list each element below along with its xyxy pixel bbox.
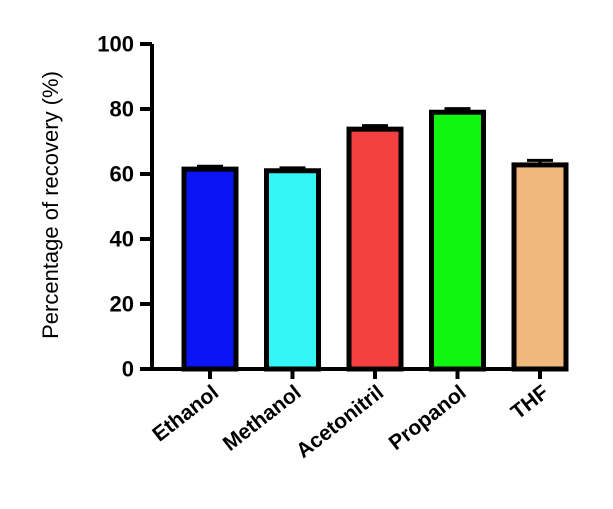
bar-thf bbox=[511, 162, 569, 372]
x-tick-label-propanol: Propanol bbox=[385, 381, 471, 455]
y-tick-label: 20 bbox=[110, 292, 134, 317]
bar-ethanol bbox=[181, 166, 239, 372]
x-tick-label-ethanol: Ethanol bbox=[148, 381, 223, 447]
bar-acetonitril bbox=[346, 126, 404, 372]
x-tick-label-acetonitril: Acetonitril bbox=[292, 381, 388, 463]
bar-propanol bbox=[429, 109, 486, 372]
y-axis-title: Percentage of recovery (%) bbox=[38, 71, 63, 339]
y-tick-label: 80 bbox=[110, 97, 134, 122]
y-tick-label: 100 bbox=[97, 32, 134, 57]
x-tick-label-thf: THF bbox=[507, 381, 553, 424]
y-tick-label: 40 bbox=[110, 227, 134, 252]
bar-methanol bbox=[264, 168, 321, 372]
y-tick-label: 60 bbox=[110, 162, 134, 187]
y-tick-label: 0 bbox=[122, 357, 134, 382]
